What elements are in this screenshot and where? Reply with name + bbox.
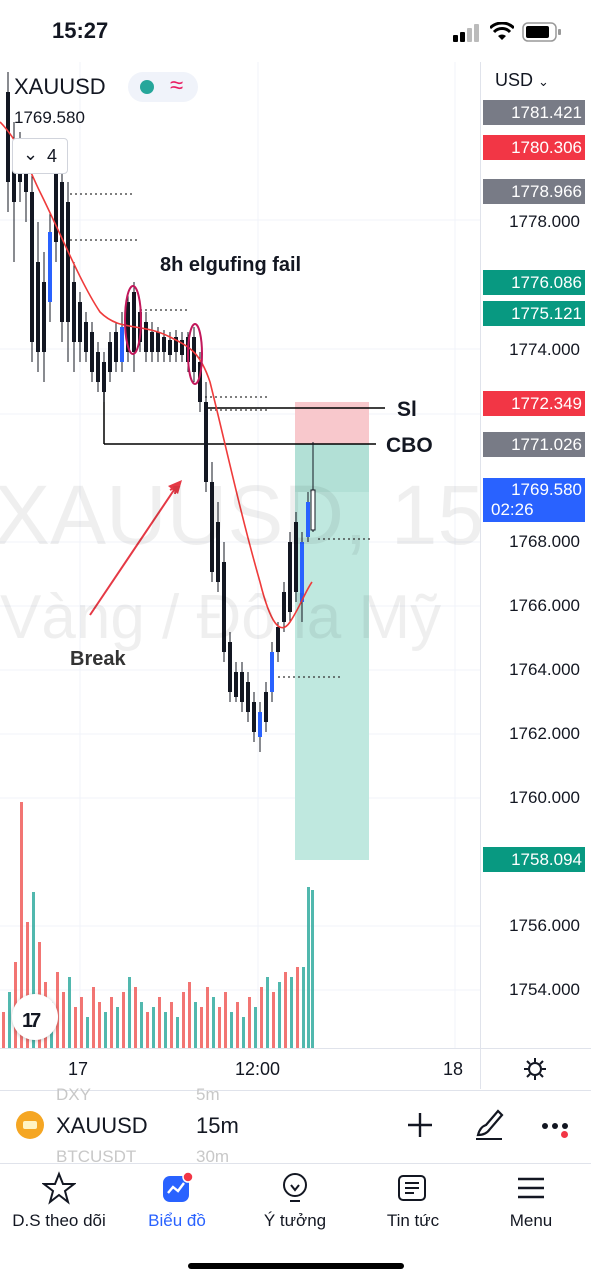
price-label: 1778.000: [509, 212, 580, 232]
price-tag: 1772.349: [483, 391, 585, 416]
gold-symbol-icon: [16, 1111, 44, 1139]
drawing-brush-icon[interactable]: [472, 1107, 506, 1141]
time-label: 18: [443, 1059, 463, 1080]
wifi-icon: [490, 22, 514, 42]
nav-label: Ý tưởng: [264, 1211, 326, 1230]
market-status-pill[interactable]: ≈: [128, 72, 198, 102]
annotation-fail[interactable]: 8h elgufing fail: [160, 254, 301, 277]
watermark-ticker: XAUUSD, 15: [0, 467, 480, 564]
price-tag: 1771.026: [483, 432, 585, 457]
chevron-down-icon: ⌄: [23, 144, 38, 165]
nav-label: Menu: [510, 1211, 553, 1230]
indicators-collapse-button[interactable]: ⌄ 4: [12, 138, 68, 174]
currency-label: USD: [495, 70, 533, 90]
price-tag: 1781.421: [483, 100, 585, 125]
status-time: 15:27: [52, 18, 108, 44]
market-open-dot-icon: [140, 80, 154, 94]
chart-canvas[interactable]: XAUUSD, 15 Vàng / Đô la Mỹ XAUUSD ≈ 1769…: [0, 62, 480, 1048]
price-tag: 1776.086: [483, 270, 585, 295]
add-plus-icon[interactable]: [406, 1111, 434, 1139]
toolbar-symbol[interactable]: XAUUSD: [56, 1113, 148, 1139]
settings-gear-icon[interactable]: [523, 1057, 547, 1081]
price-label: 1764.000: [509, 660, 580, 680]
nav-label: Biểu đồ: [148, 1211, 206, 1230]
current-price: 1769.580: [483, 480, 582, 500]
price-tag: 1775.121: [483, 301, 585, 326]
symbol-toolbar: DXY 5m XAUUSD 15m BTCUSDT 30m: [0, 1090, 591, 1164]
annotation-sl[interactable]: Sl: [397, 398, 417, 422]
news-icon: [396, 1171, 430, 1205]
current-price-tag: 1769.580 02:26: [483, 478, 585, 522]
price-label: 1762.000: [509, 724, 580, 744]
bottom-navigation: D.S theo dõi Biểu đồ Ý tưởng Tin tức: [0, 1163, 591, 1280]
last-price-label: 1769.580: [14, 108, 85, 128]
time-axis[interactable]: 17 12:00 18: [0, 1048, 591, 1089]
hamburger-menu-icon: [514, 1171, 548, 1205]
home-indicator: [188, 1263, 404, 1269]
signal-icon: [453, 24, 481, 42]
price-label: 1766.000: [509, 596, 580, 616]
status-bar: 15:27: [0, 0, 591, 62]
currency-selector[interactable]: USD ⌄: [495, 70, 549, 91]
tradingview-logo-icon[interactable]: 17: [12, 994, 58, 1040]
bar-countdown: 02:26: [483, 500, 582, 520]
time-label: 12:00: [235, 1059, 280, 1080]
price-tag: 1758.094: [483, 847, 585, 872]
chart-icon: [160, 1171, 194, 1205]
nav-ideas[interactable]: Ý tưởng: [236, 1171, 354, 1231]
annotation-break[interactable]: Break: [70, 648, 126, 671]
nav-news[interactable]: Tin tức: [354, 1171, 472, 1231]
price-label: 1768.000: [509, 532, 580, 552]
nav-menu[interactable]: Menu: [472, 1171, 590, 1231]
lightbulb-icon: [278, 1171, 312, 1205]
nav-label: D.S theo dõi: [12, 1211, 106, 1230]
symbol-title[interactable]: XAUUSD: [14, 74, 106, 100]
price-tag: 1780.306: [483, 135, 585, 160]
chevron-down-icon: ⌄: [538, 74, 549, 89]
price-label: 1760.000: [509, 788, 580, 808]
more-options-icon[interactable]: [540, 1121, 570, 1137]
annotation-cbo[interactable]: CBO: [386, 434, 433, 458]
nav-watchlist[interactable]: D.S theo dõi: [0, 1171, 118, 1231]
star-icon: [42, 1171, 76, 1205]
toolbar-interval[interactable]: 15m: [196, 1113, 239, 1139]
approx-icon: ≈: [170, 72, 183, 100]
price-label: 1756.000: [509, 916, 580, 936]
price-label: 1774.000: [509, 340, 580, 360]
price-tag: 1778.966: [483, 179, 585, 204]
nav-chart[interactable]: Biểu đồ: [118, 1171, 236, 1231]
peek-interval: 5m: [196, 1085, 220, 1105]
price-label: 1754.000: [509, 980, 580, 1000]
nav-label: Tin tức: [387, 1211, 439, 1230]
watermark-description: Vàng / Đô la Mỹ: [0, 582, 441, 653]
battery-icon: [522, 22, 562, 42]
time-label: 17: [68, 1059, 88, 1080]
indicator-count: 4: [47, 146, 57, 167]
peek-symbol: DXY: [56, 1085, 91, 1105]
price-scale[interactable]: USD ⌄ 1781.421 1780.306 1778.966 1778.00…: [480, 62, 591, 1048]
